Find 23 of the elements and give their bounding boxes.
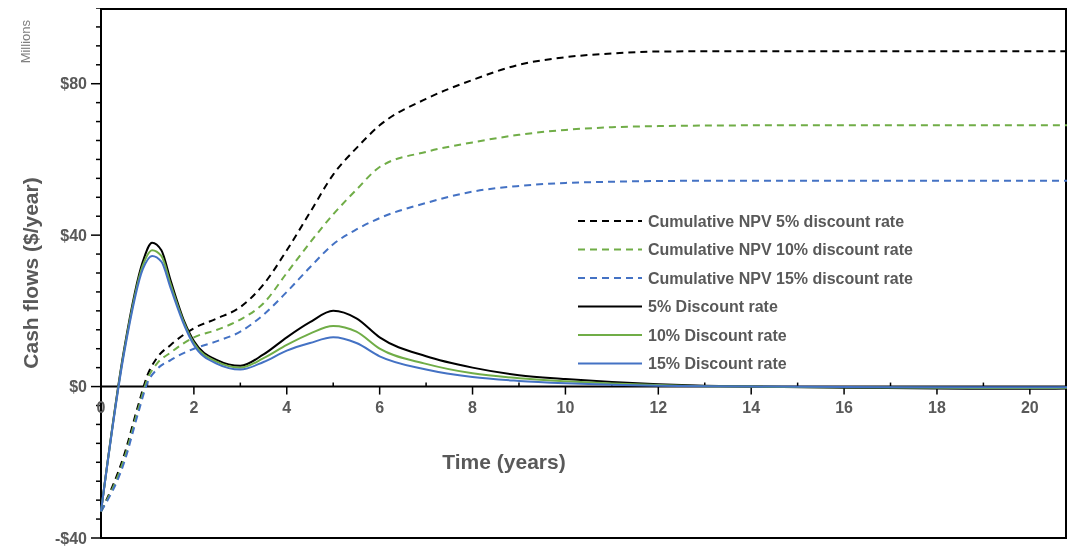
y-tick-label: $40 bbox=[60, 226, 88, 244]
y-axis-title: Cash flows ($/year) bbox=[19, 177, 42, 369]
x-tick-label: 10 bbox=[556, 398, 575, 416]
legend-label: Cumulative NPV 5% discount rate bbox=[648, 212, 905, 230]
y-tick-label: -$40 bbox=[54, 529, 88, 547]
x-tick-label: 16 bbox=[835, 398, 854, 416]
x-tick-label: 2 bbox=[189, 398, 199, 416]
y-tick-label: $0 bbox=[69, 378, 88, 396]
x-tick-label: 4 bbox=[282, 398, 292, 416]
legend-label: 15% Discount rate bbox=[648, 355, 787, 373]
x-tick-label: 14 bbox=[742, 398, 761, 416]
x-tick-label: 8 bbox=[468, 398, 478, 416]
y-tick-label: $80 bbox=[60, 75, 88, 93]
text: Millions bbox=[18, 19, 33, 64]
x-tick-label: 6 bbox=[375, 398, 385, 416]
legend-label: 5% Discount rate bbox=[648, 298, 778, 316]
legend-label: 10% Discount rate bbox=[648, 326, 787, 344]
x-axis-title: Time (years) bbox=[442, 449, 566, 473]
x-tick-label: 20 bbox=[1020, 398, 1039, 416]
legend-label: Cumulative NPV 15% discount rate bbox=[648, 269, 914, 287]
x-tick-label: 18 bbox=[928, 398, 946, 416]
x-tick-label: 12 bbox=[649, 398, 668, 416]
legend-label: Cumulative NPV 10% discount rate bbox=[648, 241, 914, 259]
